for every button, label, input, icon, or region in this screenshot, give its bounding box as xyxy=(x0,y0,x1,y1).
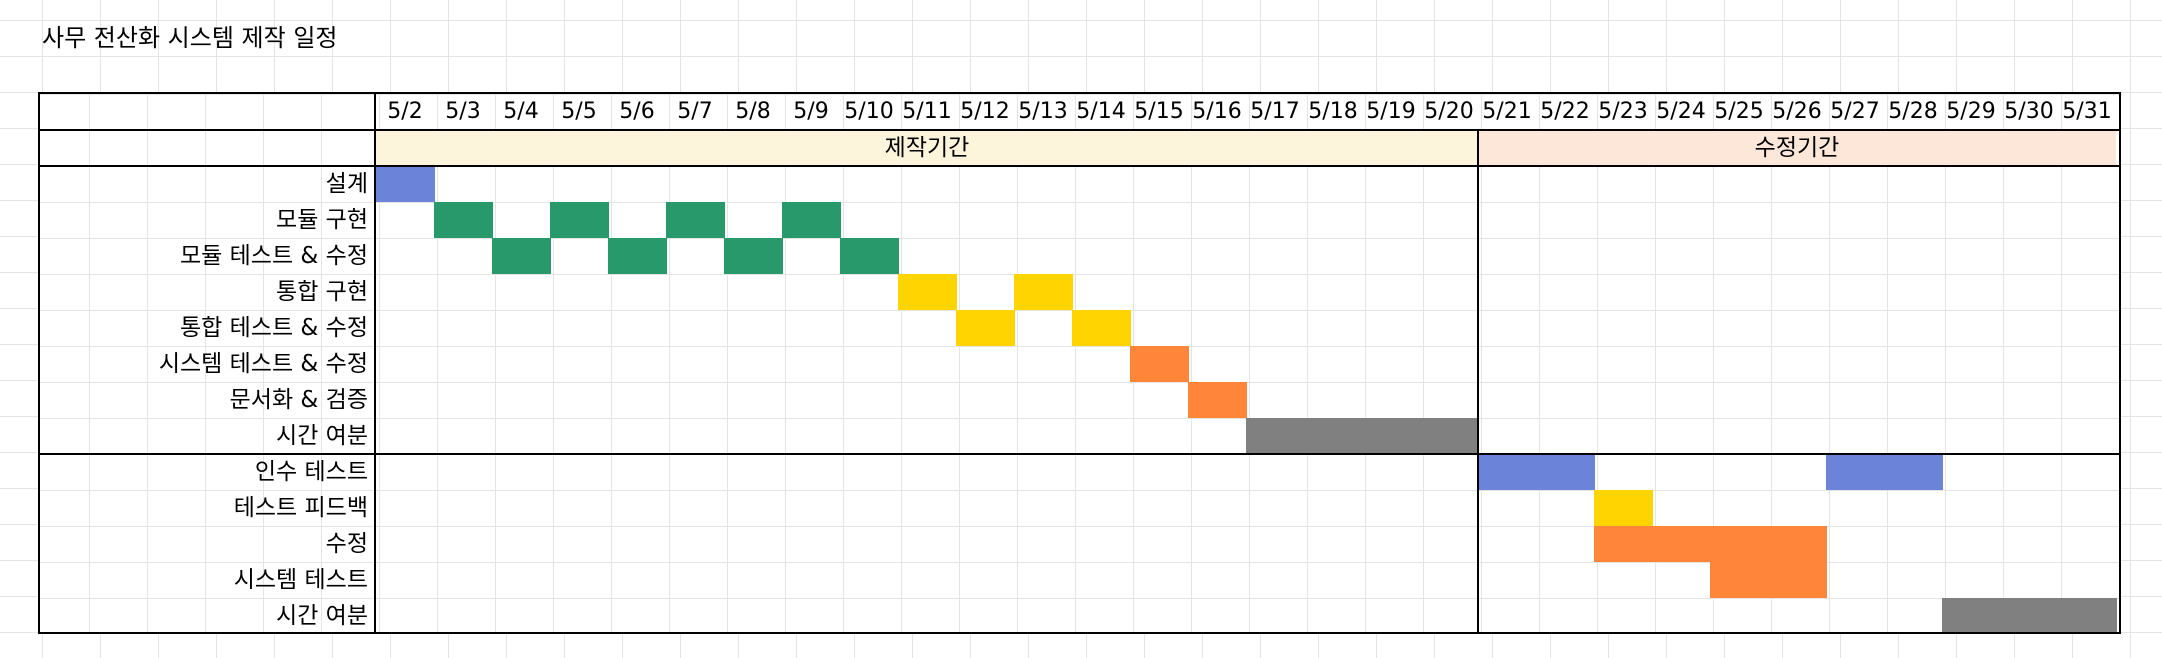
date-header-cell[interactable]: 5/2 xyxy=(387,99,423,124)
gantt-bar-cell[interactable] xyxy=(724,238,783,274)
date-header-cell[interactable]: 5/25 xyxy=(1714,99,1764,124)
gantt-bar-cell[interactable] xyxy=(1130,346,1189,382)
date-header-cell[interactable]: 5/24 xyxy=(1656,99,1706,124)
gantt-bar-cell[interactable] xyxy=(1478,454,1537,490)
task-label[interactable]: 수정 xyxy=(325,531,368,557)
date-header-cell[interactable]: 5/4 xyxy=(503,99,539,124)
gantt-bar-cell[interactable] xyxy=(2000,598,2059,632)
gantt-bar-cell[interactable] xyxy=(2058,598,2117,632)
phase-divider xyxy=(40,453,2119,455)
date-header-cell[interactable]: 5/13 xyxy=(1018,99,1068,124)
gantt-bar-cell[interactable] xyxy=(550,202,609,238)
date-header-cell[interactable]: 5/18 xyxy=(1308,99,1358,124)
date-header-cell[interactable]: 5/11 xyxy=(902,99,952,124)
gantt-bar-cell[interactable] xyxy=(782,202,841,238)
task-label[interactable]: 시간 여분 xyxy=(276,603,368,629)
date-header-cell[interactable]: 5/3 xyxy=(445,99,481,124)
period-divider xyxy=(1477,130,1479,632)
gantt-bar-cell[interactable] xyxy=(1246,418,1305,454)
date-header-cell[interactable]: 5/26 xyxy=(1772,99,1822,124)
date-header-cell[interactable]: 5/5 xyxy=(561,99,597,124)
task-label[interactable]: 문서화 & 검증 xyxy=(229,387,368,413)
gantt-bar-cell[interactable] xyxy=(608,238,667,274)
gantt-bar-cell[interactable] xyxy=(840,238,899,274)
gantt-bar-cell[interactable] xyxy=(492,238,551,274)
gantt-bar-cell[interactable] xyxy=(1768,562,1827,598)
task-label[interactable]: 통합 구현 xyxy=(276,279,368,305)
date-header-cell[interactable]: 5/22 xyxy=(1540,99,1590,124)
date-header-cell[interactable]: 5/15 xyxy=(1134,99,1184,124)
gantt-bar-cell[interactable] xyxy=(1826,454,1885,490)
label-column-divider xyxy=(374,94,376,632)
date-header-cell[interactable]: 5/7 xyxy=(677,99,713,124)
gantt-bar-cell[interactable] xyxy=(1304,418,1363,454)
task-label[interactable]: 모듈 테스트 & 수정 xyxy=(180,243,368,269)
date-header-cell[interactable]: 5/20 xyxy=(1424,99,1474,124)
gantt-bar-cell[interactable] xyxy=(1072,310,1131,346)
gantt-bar-cell[interactable] xyxy=(1652,526,1711,562)
sheet-title: 사무 전산화 시스템 제작 일정 xyxy=(42,24,338,52)
gantt-bar-cell[interactable] xyxy=(1014,274,1073,310)
period-band[interactable]: 수정기간 xyxy=(1478,130,2116,166)
gantt-bar-cell[interactable] xyxy=(898,274,957,310)
gantt-bar-cell[interactable] xyxy=(956,310,1015,346)
gantt-bar-cell[interactable] xyxy=(1594,526,1653,562)
date-header-cell[interactable]: 5/12 xyxy=(960,99,1010,124)
date-header-cell[interactable]: 5/27 xyxy=(1830,99,1880,124)
date-header-cell[interactable]: 5/17 xyxy=(1250,99,1300,124)
date-header-cell[interactable]: 5/14 xyxy=(1076,99,1126,124)
task-label[interactable]: 시스템 테스트 xyxy=(233,567,368,593)
gantt-bar-cell[interactable] xyxy=(1942,598,2001,632)
task-label[interactable]: 시간 여분 xyxy=(276,423,368,449)
period-band[interactable]: 제작기간 xyxy=(376,130,1478,166)
date-header-cell[interactable]: 5/28 xyxy=(1888,99,1938,124)
gantt-bar-cell[interactable] xyxy=(1768,526,1827,562)
date-header-cell[interactable]: 5/10 xyxy=(844,99,894,124)
gantt-bar-cell[interactable] xyxy=(1536,454,1595,490)
gantt-bar-cell[interactable] xyxy=(1362,418,1421,454)
task-label[interactable]: 테스트 피드백 xyxy=(233,495,368,521)
gantt-bar-cell[interactable] xyxy=(1884,454,1943,490)
task-label[interactable]: 설계 xyxy=(325,171,368,197)
gantt-bar-cell[interactable] xyxy=(1594,490,1653,526)
date-header-cell[interactable]: 5/30 xyxy=(2004,99,2054,124)
date-header-cell[interactable]: 5/23 xyxy=(1598,99,1648,124)
gantt-chart: 5/2 5/3 5/4 5/5 5/6 5/7 5/8 5/9 5/10 5/11 5/12 5/13… xyxy=(38,92,2121,634)
gantt-bar-cell[interactable] xyxy=(1188,382,1247,418)
task-label[interactable]: 통합 테스트 & 수정 xyxy=(180,315,368,341)
task-label[interactable]: 시스템 테스트 & 수정 xyxy=(158,351,368,377)
date-header-cell[interactable]: 5/21 xyxy=(1482,99,1532,124)
task-label[interactable]: 모듈 구현 xyxy=(276,207,368,233)
gantt-bar-cell[interactable] xyxy=(1710,562,1769,598)
date-header-cell[interactable]: 5/8 xyxy=(735,99,771,124)
period-row-divider xyxy=(40,165,2119,167)
gantt-bar-cell[interactable] xyxy=(1710,526,1769,562)
date-header-cell[interactable]: 5/16 xyxy=(1192,99,1242,124)
task-label[interactable]: 인수 테스트 xyxy=(254,459,368,485)
header-divider xyxy=(40,129,2119,131)
date-header-cell[interactable]: 5/19 xyxy=(1366,99,1416,124)
date-header-cell[interactable]: 5/6 xyxy=(619,99,655,124)
gantt-bar-cell[interactable] xyxy=(376,166,435,202)
gantt-bar-cell[interactable] xyxy=(666,202,725,238)
gantt-bar-cell[interactable] xyxy=(434,202,493,238)
date-header-cell[interactable]: 5/29 xyxy=(1946,99,1996,124)
date-header-cell[interactable]: 5/31 xyxy=(2062,99,2112,124)
date-header-cell[interactable]: 5/9 xyxy=(793,99,829,124)
gantt-bar-cell[interactable] xyxy=(1420,418,1479,454)
